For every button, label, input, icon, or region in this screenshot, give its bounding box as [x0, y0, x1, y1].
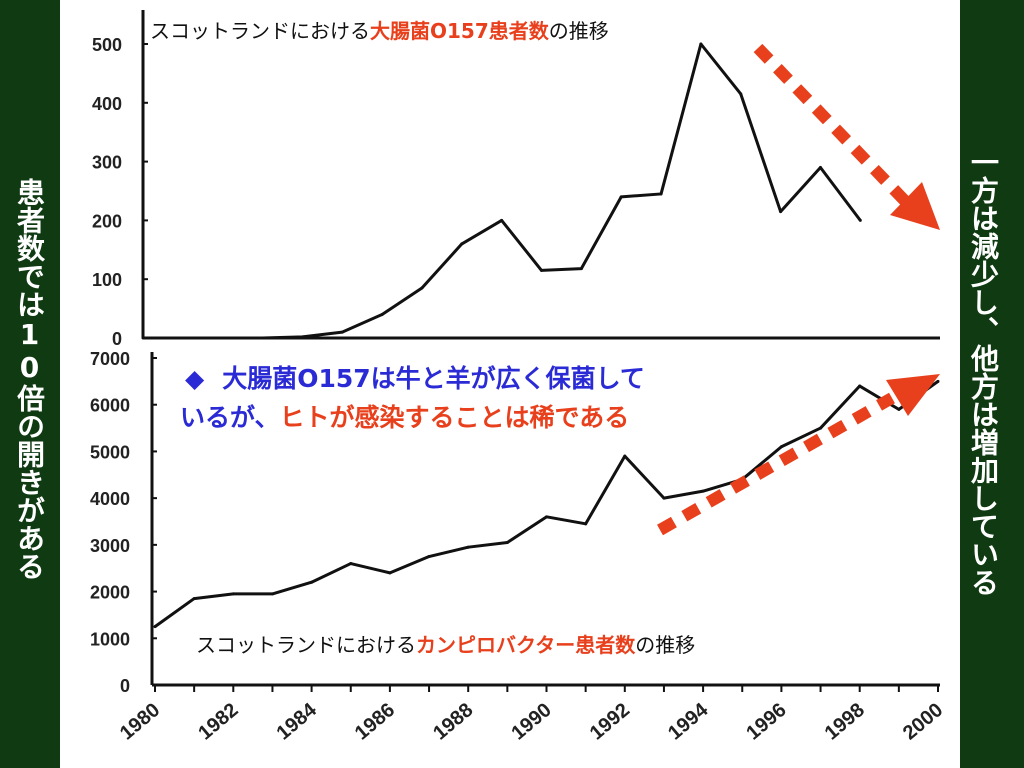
bottom-y-tick-label: 4000 — [90, 489, 130, 509]
bottom-chart-title: スコットランドにおけるカンピロバクター患者数の推移 — [196, 633, 695, 657]
top-y-tick-label: 0 — [112, 329, 122, 349]
right-side-note: 一方は減少し、他方は増加している — [967, 148, 1000, 596]
o157-data-point — [261, 336, 265, 340]
campylobacter-data-point — [936, 379, 940, 383]
left-side-note: 患者数では10倍の開きがある — [13, 178, 46, 580]
chart-panel — [60, 0, 960, 768]
bottom-x-tick-label: 1990 — [507, 699, 555, 744]
campylobacter-data-point — [231, 592, 235, 596]
campylobacter-data-point — [623, 454, 627, 458]
o157-data-point — [300, 335, 304, 339]
bottom-x-tick-label: 1982 — [194, 699, 242, 744]
bottom-y-tick-label: 6000 — [90, 396, 130, 416]
decrease-trend-arrow — [753, 43, 911, 207]
campylobacter-data-point — [584, 522, 588, 526]
campylobacter-data-point — [310, 580, 314, 584]
o157-data-point — [340, 330, 344, 334]
increase-arrowhead-icon — [886, 374, 940, 416]
o157-data-point — [500, 218, 504, 222]
campylobacter-data-point — [545, 515, 548, 519]
bottom-x-tick-label: 2000 — [899, 699, 947, 744]
o157-data-point — [779, 210, 783, 214]
bottom-x-tick-label: 1980 — [116, 699, 164, 744]
o157-series-line — [143, 42, 862, 340]
top-y-tick-label: 500 — [92, 35, 122, 55]
o157-data-point — [579, 267, 583, 271]
bottom-y-tick-label: 1000 — [90, 629, 130, 649]
bottom-x-tick-label: 1992 — [586, 699, 634, 744]
o157-data-point — [460, 242, 464, 246]
campylobacter-data-point — [466, 545, 470, 549]
bottom-y-tick-label: 0 — [120, 676, 130, 696]
bottom-y-tick-label: 5000 — [90, 442, 130, 462]
o157-data-point — [420, 286, 424, 290]
annotation-line-1: ◆ 大腸菌O157は牛と羊が広く保菌して — [185, 364, 645, 393]
o157-data-point — [380, 312, 384, 316]
increase-trend-arrow — [657, 392, 895, 536]
o157-data-point — [739, 92, 743, 96]
top-y-tick-label: 400 — [92, 94, 122, 114]
campylobacter-data-point — [819, 426, 823, 430]
o157-data-point — [619, 195, 623, 199]
bottom-x-ticks: 1980 1982 1984 1986 1988 1990 1992 1994 1996 1998… — [116, 685, 947, 744]
decrease-arrowhead-icon — [890, 182, 940, 230]
campylobacter-data-point — [505, 541, 509, 545]
campylobacter-data-point — [270, 592, 274, 596]
campylobacter-data-point — [858, 384, 862, 388]
bottom-x-tick-label: 1988 — [429, 699, 477, 744]
top-y-tick-label: 300 — [92, 153, 122, 173]
top-chart-title: スコットランドにおける大腸菌O157患者数の推移 — [150, 19, 609, 43]
o157-points — [141, 42, 862, 340]
o157-data-point — [858, 218, 862, 222]
campylobacter-points — [153, 379, 940, 629]
top-y-tick-label: 200 — [92, 211, 122, 231]
o157-data-point — [659, 192, 663, 196]
o157-data-point — [540, 268, 543, 272]
top-y-ticks: 500 400 300 200 100 0 — [92, 35, 148, 349]
bottom-y-tick-label: 2000 — [90, 583, 130, 603]
o157-data-point — [141, 336, 145, 340]
campylobacter-data-point — [662, 496, 666, 500]
bottom-y-tick-label: 3000 — [90, 536, 130, 556]
bottom-x-tick-label: 1996 — [742, 699, 790, 744]
campylobacter-data-point — [701, 489, 705, 493]
o157-data-point — [699, 42, 703, 46]
campylobacter-data-point — [349, 562, 353, 566]
campylobacter-data-point — [779, 445, 783, 449]
bottom-y-tick-label: 7000 — [90, 349, 130, 369]
o157-data-point — [818, 165, 822, 169]
campylobacter-data-point — [153, 625, 157, 629]
campylobacter-data-point — [427, 555, 431, 559]
o157-data-point — [221, 336, 225, 340]
annotation-line-2: いるが、ヒトが感染することは稀である — [180, 403, 629, 432]
bottom-x-tick-label: 1998 — [821, 699, 869, 744]
bottom-y-ticks: 7000 6000 5000 4000 3000 2000 1000 0 — [90, 349, 157, 696]
top-y-tick-label: 100 — [92, 270, 122, 290]
campylobacter-data-point — [192, 597, 196, 601]
bottom-x-tick-label: 1986 — [351, 699, 399, 744]
campylobacter-data-point — [388, 571, 392, 575]
campylobacter-data-point — [897, 407, 901, 411]
bottom-x-tick-label: 1984 — [273, 698, 322, 744]
bottom-x-tick-label: 1994 — [664, 698, 713, 744]
